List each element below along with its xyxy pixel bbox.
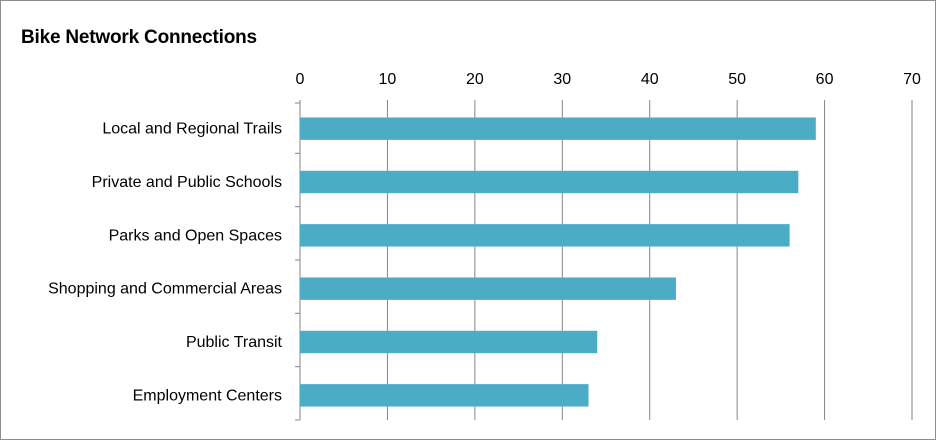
bar-3 [300,277,676,300]
x-tick-label: 40 [641,71,659,88]
bar-4 [300,330,598,354]
category-label: Local and Regional Trails [102,121,282,138]
category-label: Private and Public Schools [92,174,282,191]
category-label: Parks and Open Spaces [109,227,282,244]
x-tick-label: 30 [553,71,571,88]
x-tick-label: 0 [296,71,305,88]
x-tick-label: 10 [379,71,397,88]
bar-0 [300,117,816,140]
bar-5 [300,384,589,407]
category-label: Employment Centers [133,387,282,404]
category-label: Shopping and Commercial Areas [48,281,282,298]
bar-1 [300,170,799,194]
x-tick-label: 20 [466,71,484,88]
x-tick-label: 70 [903,71,921,88]
chart-title: Bike Network Connections [21,27,257,48]
category-label: Public Transit [186,334,283,351]
x-tick-label: 50 [728,71,746,88]
x-tick-label: 60 [816,71,834,88]
bar-2 [300,224,790,247]
